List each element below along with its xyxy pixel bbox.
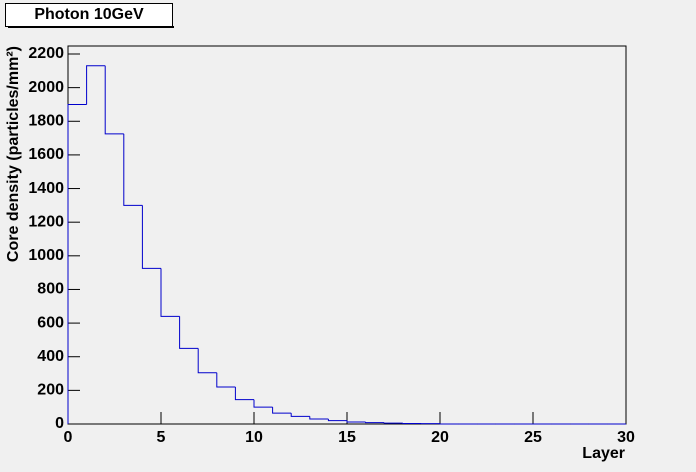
histogram-bin [104,65,124,135]
chart-title: Photon 10GeV [34,6,144,23]
y-tick-label: 400 [37,348,64,365]
x-tick-label: 20 [431,429,449,446]
y-tick-label: 1600 [28,146,64,163]
y-tick-label: 0 [55,415,64,432]
y-axis-label: Core density (particles/mm²) [5,46,22,262]
x-tick-label: 10 [245,429,263,446]
histogram-bin [123,133,143,206]
title-shadow [8,26,174,28]
x-tick-label: 30 [617,429,635,446]
x-tick-label: 5 [157,429,166,446]
histogram-bin [327,418,347,422]
y-tick-label: 800 [37,281,64,298]
plot-frame [67,45,627,425]
y-tick-label: 200 [37,382,64,399]
histogram-bin [216,372,236,388]
y-tick-label: 600 [37,314,64,331]
y-tick-label: 1200 [28,213,64,230]
histogram-bin [365,421,385,424]
y-tick-label: 1000 [28,247,64,264]
histogram-bin [290,413,310,417]
histogram-bin [346,420,366,423]
y-tick-label: 1800 [28,112,64,129]
y-tick-label: 1400 [28,180,64,197]
y-tick-label: 2200 [28,45,64,62]
histogram-bin [309,416,329,420]
x-tick-label: 0 [64,429,73,446]
histogram-bin [67,103,87,424]
histogram-bin [179,316,199,349]
x-axis-label: Layer [582,445,625,462]
histogram-bin [160,268,180,317]
histogram-bin [234,387,254,401]
histogram-bin [253,399,273,408]
histogram-bin [141,205,161,269]
x-tick-label: 25 [524,429,542,446]
histogram-bin [272,407,292,414]
histogram-bin [383,422,403,424]
histogram-bin [197,348,217,374]
x-tick-label: 15 [338,429,356,446]
y-tick-label: 2000 [28,79,64,96]
histogram-bin [86,65,106,105]
